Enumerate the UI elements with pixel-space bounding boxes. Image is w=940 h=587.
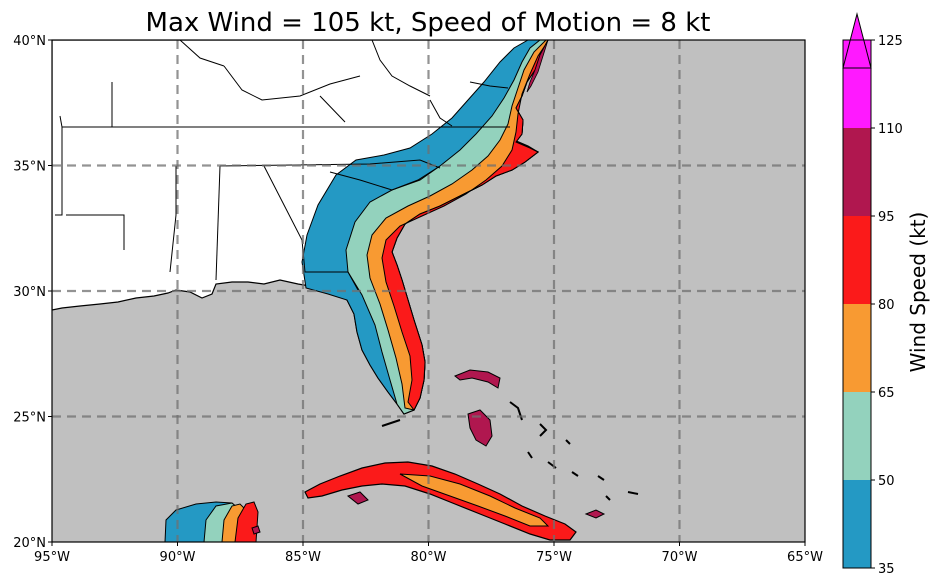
colorbar-tick-label-2: 65 <box>878 386 895 401</box>
chart-title: Max Wind = 105 kt, Speed of Motion = 8 k… <box>146 8 711 38</box>
colorbar-extend-arrow <box>842 12 872 69</box>
lat-tick-label-2: 30°N <box>13 285 46 300</box>
cuba-swath-inner <box>399 473 550 527</box>
lat-tick-label-1: 25°N <box>13 411 46 426</box>
gulf-swath-80-95 <box>234 501 259 542</box>
colorbar-tick-labels: 35 50 65 80 95 110 125 <box>871 34 903 577</box>
colorbar-segments <box>842 12 872 569</box>
colorbar-tick-label-5: 110 <box>878 122 903 137</box>
colorbar-segment-3 <box>843 216 871 304</box>
colorbar-tick-label-4: 95 <box>878 210 895 225</box>
bahamas-island-2 <box>467 409 493 447</box>
lon-tick-label-1: 90°W <box>160 550 196 565</box>
jamaica-island <box>346 491 369 505</box>
bahamas-island <box>454 369 501 389</box>
lon-tick-label-4: 75°W <box>536 550 572 565</box>
latitude-tick-labels: 20°N 25°N 30°N 35°N 40°N <box>13 34 52 551</box>
lon-tick-label-3: 80°W <box>411 550 447 565</box>
lon-tick-label-2: 85°W <box>285 550 321 565</box>
lon-tick-label-0: 95°W <box>34 550 70 565</box>
swath-band-80-95 <box>381 40 549 411</box>
colorbar-tick-label-6: 125 <box>878 34 903 49</box>
longitude-tick-labels: 95°W 90°W 85°W 80°W 75°W 70°W 65°W <box>34 542 823 565</box>
hispaniola-island <box>584 509 606 519</box>
colorbar-tick-label-0: 35 <box>878 562 895 577</box>
colorbar-segment-2 <box>843 304 871 392</box>
lat-tick-label-0: 20°N <box>13 536 46 551</box>
colorbar-label: Wind Speed (kt) <box>906 212 930 373</box>
gridlines <box>52 40 805 542</box>
colorbar-segment-0 <box>843 480 871 568</box>
lat-tick-label-4: 40°N <box>13 34 46 49</box>
small-island <box>251 525 261 535</box>
colorbar-tick-label-1: 50 <box>878 474 895 489</box>
colorbar-tick-label-3: 80 <box>878 298 895 313</box>
colorbar-segment-4 <box>843 128 871 216</box>
lon-tick-label-6: 65°W <box>787 550 823 565</box>
colorbar: 35 50 65 80 95 110 125 Wind Speed (kt) <box>842 12 930 577</box>
lat-tick-label-3: 35°N <box>13 160 46 175</box>
map-panel: 95°W 90°W 85°W 80°W 75°W 70°W 65°W 20°N 25°N 30°… <box>13 34 823 565</box>
colorbar-segment-1 <box>843 392 871 480</box>
cuba-swath-outer <box>304 461 577 541</box>
swath-band-95-110 <box>526 40 549 93</box>
lon-tick-label-5: 70°W <box>662 550 698 565</box>
bahamas-outlines <box>381 401 639 501</box>
